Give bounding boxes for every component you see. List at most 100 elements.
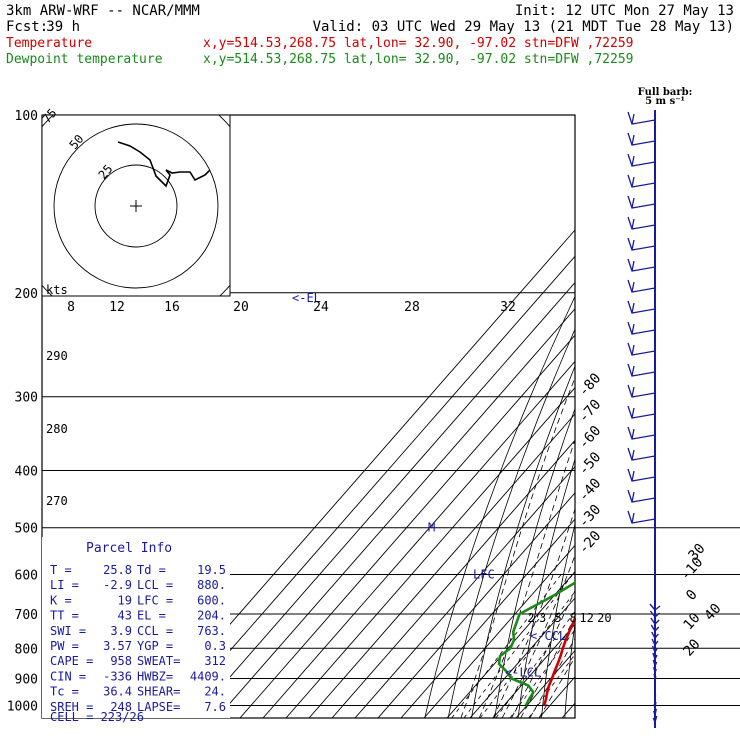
parcel-field-label: YGP = [137, 639, 173, 653]
wind-barb [651, 638, 659, 646]
pressure-tick-label: 100 [15, 109, 38, 124]
wind-barb [653, 680, 657, 688]
wind-barb [649, 610, 661, 618]
wind-barb [627, 384, 656, 398]
pressure-tick-label: 700 [15, 608, 38, 623]
parcel-field-value: 248 [110, 700, 132, 714]
hodograph-units: kts [46, 283, 68, 297]
parcel-field-label: Tc = [50, 685, 79, 699]
parcel-field-value: 19 [118, 593, 132, 607]
wind-barb [653, 708, 657, 716]
wind-barb [653, 666, 657, 674]
parcel-field-label: LAPSE= [137, 700, 180, 714]
dry-adiabat-line [517, 457, 575, 718]
dry-adiabat-line [588, 115, 740, 718]
isotherm-line [308, 413, 575, 718]
parcel-field-label: SWI = [50, 624, 86, 638]
isotherm-label: 20 [680, 636, 703, 659]
isotherm-label: -50 [576, 449, 605, 479]
moist-adiabat-line [492, 507, 575, 718]
parcel-field-value: -2.9 [103, 578, 132, 592]
parcel-field-value: 880. [197, 578, 226, 592]
dry-adiabat-line [701, 115, 740, 718]
parcel-field-label: PW = [50, 639, 79, 653]
isotherm-label: 10 [680, 610, 703, 633]
moist-adiabat-line [478, 438, 575, 718]
parcel-field-value: 3.9 [110, 624, 132, 638]
isotherm-line [377, 492, 575, 718]
hodograph-speed-label: 20 [233, 300, 249, 315]
wind-barb [651, 631, 659, 639]
moist-adiabat-line [501, 554, 575, 718]
mixing-ratio-label: 5 [554, 611, 561, 625]
isotherm-line [354, 465, 575, 718]
wind-barb [627, 195, 656, 209]
wind-barb [627, 279, 656, 293]
fcst-label: Fcst: [6, 19, 48, 35]
hodograph-ring [94, 164, 178, 248]
temperature-profile [542, 615, 575, 706]
hodograph-speed-label: 8 [67, 300, 75, 315]
isotherm-line [585, 115, 740, 718]
parcel-level-marker: <-LCL [505, 666, 541, 680]
mixing-ratio-label: 12 [579, 611, 593, 625]
isotherm-line [147, 229, 575, 718]
isotherm-line [216, 308, 575, 718]
wind-barb [653, 694, 657, 702]
parcel-field-value: 7.6 [204, 700, 226, 714]
wind-barbs [627, 110, 661, 728]
pressure-tick-label: 400 [15, 465, 38, 480]
parcel-field-value: -336 [103, 669, 132, 683]
parcel-level-marker: LFC [473, 568, 495, 582]
theta-left-label: 290 [46, 349, 68, 363]
parcel-field-value: 36.4 [103, 685, 132, 699]
parcel-field-label: LCL = [137, 578, 173, 592]
wind-barb [627, 216, 656, 230]
pressure-tick-label: 300 [15, 391, 38, 406]
parcel-field-value: 204. [197, 609, 226, 623]
dry-adiabat-line [657, 115, 740, 718]
isotherm-line [285, 387, 575, 718]
parcel-level-marker: M [428, 521, 435, 535]
wind-barb [627, 174, 656, 188]
wind-barb [627, 426, 656, 440]
mixing-ratio-label: 3 [539, 611, 546, 625]
wind-barb [652, 715, 658, 723]
isotherm-label: -60 [576, 423, 605, 453]
isotherm-label: -20 [576, 528, 605, 558]
isotherm-label: -30 [576, 502, 605, 532]
dry-adiabat-line [471, 365, 575, 718]
moist-adiabat-line [460, 376, 575, 718]
isotherm-line [423, 544, 575, 718]
dry-adiabat-line [564, 621, 575, 718]
wind-barb [651, 645, 659, 653]
wind-barb [627, 258, 656, 272]
parcel-cell: CELL = 223/26 [50, 710, 144, 724]
theta-left-label: 280 [46, 422, 68, 436]
parcel-field-value: 763. [197, 624, 226, 638]
dry-adiabat-line [447, 328, 575, 718]
isotherm-label: -70 [576, 397, 605, 427]
thermo-grid [147, 115, 740, 718]
parcel-level-marker: <-CCL [530, 629, 566, 643]
wind-barb [627, 153, 656, 167]
mixing-ratio-label: 20 [597, 611, 611, 625]
parcel-field-label: SHEAR= [137, 685, 180, 699]
wind-barb [652, 652, 658, 660]
parcel-field-value: 24. [204, 685, 226, 699]
pressure-tick-label: 900 [15, 673, 38, 688]
dry-adiabat-line [541, 522, 575, 718]
parcel-field-value: 0.3 [204, 639, 226, 653]
parcel-field-value: 3.57 [103, 639, 132, 653]
parcel-field-label: LI = [50, 578, 79, 592]
parcel-field-label: Td = [137, 563, 166, 577]
barb-key-label: Full barb: [638, 87, 693, 98]
dewpoint-location: x,y=514.53,268.75 lat,lon= 32.90, -97.02… [203, 52, 633, 67]
hodograph-origin [130, 200, 142, 212]
isotherm-label: 0 [683, 587, 701, 604]
parcel-field-value: 958 [110, 654, 132, 668]
wind-barb [653, 701, 657, 709]
valid-time: Valid: 03 UTC Wed 29 May 13 (21 MDT Tue … [313, 19, 734, 35]
